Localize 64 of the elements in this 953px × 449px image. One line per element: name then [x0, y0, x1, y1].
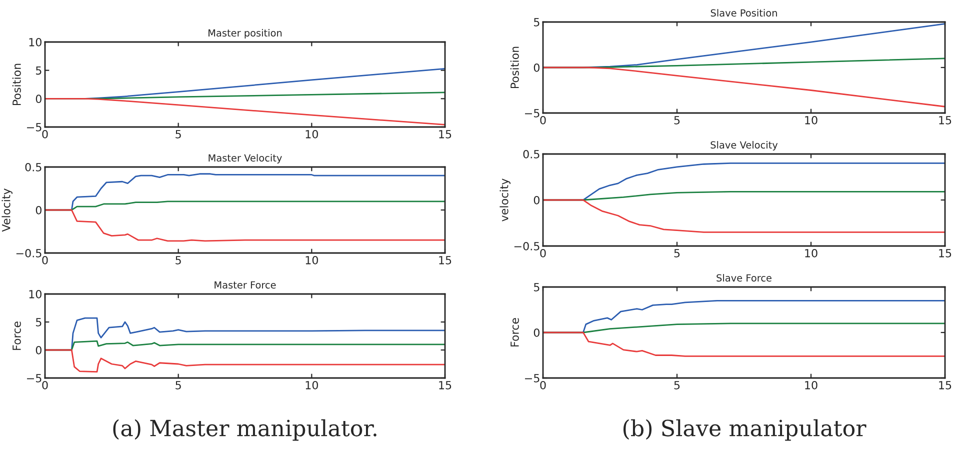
line-series — [543, 66, 945, 108]
x-tick-label: 15 — [939, 381, 952, 390]
line-series — [45, 209, 445, 242]
y-tick-label: 5 — [534, 18, 540, 26]
x-tick-label: 15 — [439, 256, 452, 264]
y-tick-label: 0.5 — [523, 150, 540, 158]
chart-title: Master position — [208, 29, 282, 38]
chart-title: Slave Force — [716, 274, 772, 282]
y-tick-label: −5 — [27, 374, 42, 382]
y-tick-label: 0 — [36, 94, 42, 104]
x-tick-label: 5 — [176, 130, 181, 138]
x-tick-label: 10 — [805, 116, 818, 124]
x-tick-label: 5 — [176, 381, 181, 390]
y-tick-label: 0 — [36, 346, 42, 354]
line-series — [45, 98, 445, 126]
y-tick-label: 0 — [534, 63, 540, 72]
line-series — [45, 349, 445, 373]
x-tick-label: 5 — [674, 381, 680, 390]
chart-title: Slave Velocity — [710, 141, 778, 150]
x-tick-label: 15 — [939, 116, 952, 124]
x-tick-label: 10 — [805, 248, 818, 258]
y-tick-label: −5 — [525, 374, 540, 382]
chart-title: Slave Position — [710, 9, 777, 17]
y-axis-title: Force — [510, 318, 519, 346]
x-tick-label: 0 — [540, 248, 546, 258]
y-tick-label: 5 — [534, 283, 540, 292]
x-tick-label: 0 — [540, 116, 546, 124]
y-tick-label: −5 — [525, 109, 540, 118]
x-tick-label: 10 — [306, 256, 318, 264]
y-axis-title: Position — [510, 46, 519, 88]
y-tick-label: −0.5 — [514, 242, 540, 250]
x-tick-label: 5 — [176, 256, 181, 264]
x-tick-label: 5 — [674, 249, 680, 258]
y-tick-label: 0 — [36, 206, 42, 214]
y-tick-label: −5 — [27, 123, 42, 132]
x-tick-label: 15 — [939, 249, 952, 258]
y-tick-label: 10 — [29, 38, 42, 46]
chart-title: Master Velocity — [208, 154, 282, 164]
y-axis-title: Velocity — [2, 188, 12, 232]
chart-title: Master Force — [214, 281, 276, 289]
x-tick-label: 5 — [674, 116, 680, 124]
x-tick-label: 0 — [42, 256, 48, 264]
x-tick-label: 10 — [306, 380, 318, 390]
x-tick-label: 0 — [42, 130, 48, 138]
text: (b) Slave manipulator — [623, 419, 866, 441]
x-tick-label: 15 — [439, 130, 452, 138]
text: (a) Master manipulator. — [113, 419, 376, 441]
x-tick-label: 10 — [805, 380, 818, 390]
y-axis-title: velocity — [500, 178, 510, 222]
x-tick-label: 0 — [540, 380, 546, 390]
y-tick-label: 0 — [534, 328, 540, 337]
line-series — [543, 199, 945, 233]
y-tick-label: 0.5 — [25, 162, 42, 172]
x-tick-label: 10 — [306, 130, 318, 138]
x-tick-label: 15 — [439, 381, 452, 390]
y-tick-label: 10 — [29, 290, 42, 298]
y-tick-label: 5 — [36, 66, 42, 75]
x-tick-label: 0 — [42, 380, 48, 390]
y-tick-label: 5 — [36, 318, 42, 326]
y-axis-title: Force — [12, 322, 21, 350]
y-axis-title: Position — [12, 64, 21, 106]
line-series — [543, 332, 945, 357]
y-tick-label: −0.5 — [16, 248, 42, 258]
y-tick-label: 0 — [534, 196, 540, 204]
